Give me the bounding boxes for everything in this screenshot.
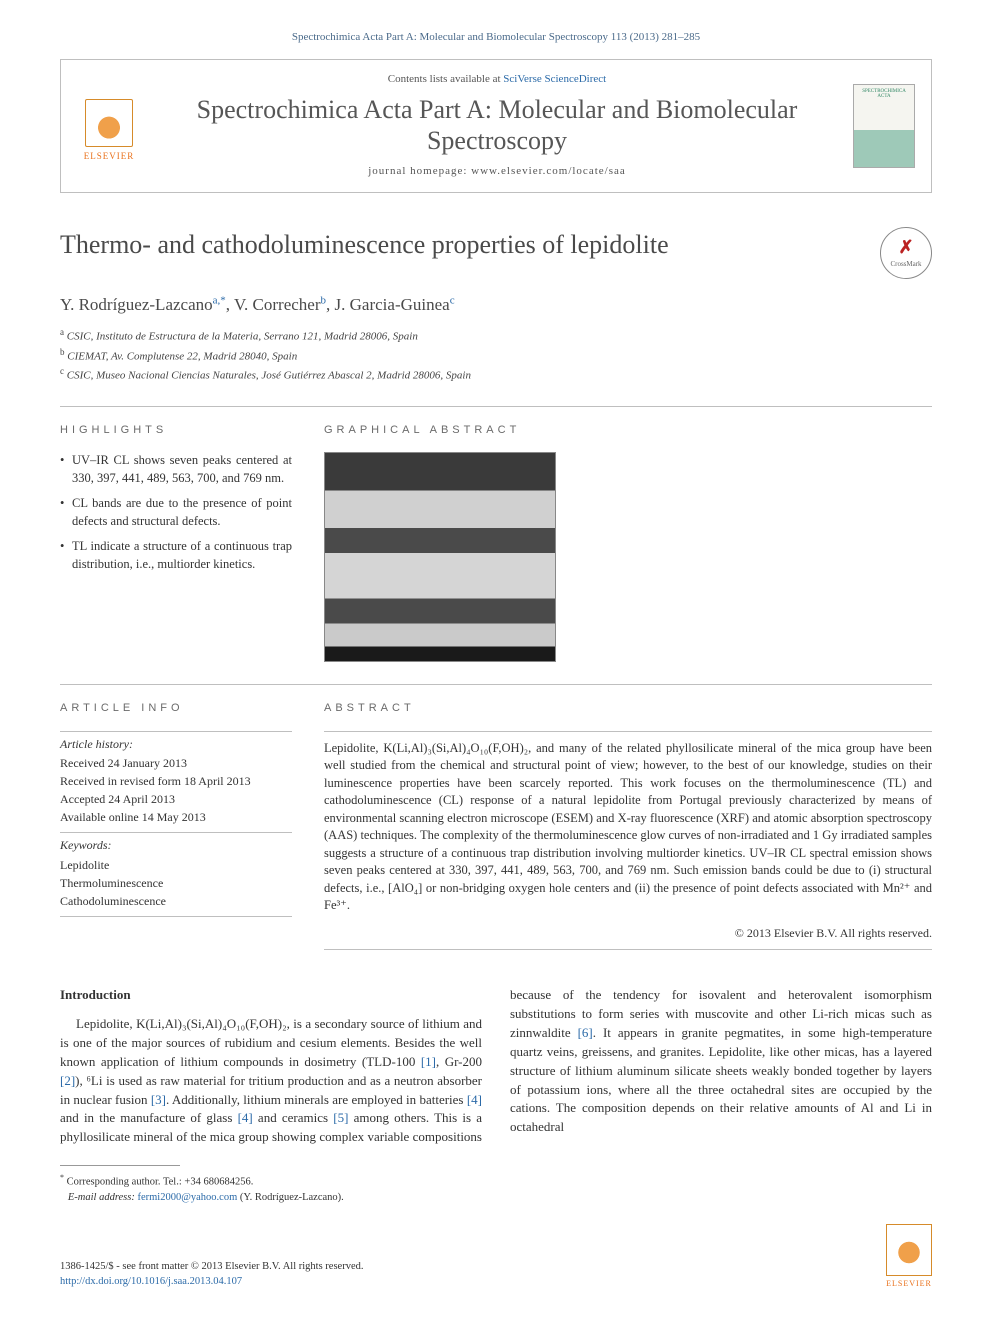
highlights-graphabs-row: HIGHLIGHTS UV–IR CL shows seven peaks ce… [60,423,932,662]
article-title: Thermo- and cathodoluminescence properti… [60,227,669,263]
keywords-list: Lepidolite Thermoluminescence Cathodolum… [60,856,292,910]
abstract-heading: ABSTRACT [324,701,932,716]
contents-prefix: Contents lists available at [388,73,503,85]
keyword: Thermoluminescence [60,874,292,892]
citation-link[interactable]: [1] [421,1054,436,1069]
corresponding-author: * Corresponding author. Tel.: +34 680684… [60,1172,932,1190]
online-date: Available online 14 May 2013 [60,808,292,826]
footer-issn-line: 1386-1425/$ - see front matter © 2013 El… [60,1260,363,1275]
separator-rule [60,406,932,407]
intro-paragraph: Lepidolite, K(Li,Al)₃(Si,Al)₄O₁₀(F,OH)₂,… [60,986,932,1147]
info-abstract-row: ARTICLE INFO Article history: Received 2… [60,701,932,950]
header-citation: Spectrochimica Acta Part A: Molecular an… [60,30,932,45]
journal-name: Spectrochimica Acta Part A: Molecular an… [159,94,835,156]
highlight-item: TL indicate a structure of a continuous … [60,538,292,573]
graphical-abstract-image[interactable] [324,452,556,662]
introduction-heading: Introduction [60,986,482,1005]
homepage-prefix: journal homepage: [368,165,471,177]
citation-link[interactable]: [2] [60,1073,75,1088]
received-date: Received 24 January 2013 [60,754,292,772]
separator-rule [60,684,932,685]
doi-link[interactable]: http://dx.doi.org/10.1016/j.saa.2013.04.… [60,1276,242,1287]
crossmark-label: CrossMark [890,260,921,270]
elsevier-logo[interactable]: ELSEVIER [77,89,141,163]
elsevier-footer-label: ELSEVIER [886,1278,932,1289]
elsevier-tree-icon [85,99,133,147]
article-info-block: ARTICLE INFO Article history: Received 2… [60,701,292,950]
author-2[interactable]: , V. Correcher [226,295,321,314]
graphical-abstract-block: GRAPHICAL ABSTRACT [324,423,932,662]
citation-link[interactable]: [4] [467,1092,482,1107]
elsevier-footer-logo-icon[interactable] [886,1224,932,1276]
affiliation-b: b CIEMAT, Av. Complutense 22, Madrid 280… [60,346,932,365]
highlights-heading: HIGHLIGHTS [60,423,292,438]
author-1-sup: a,* [213,294,226,306]
affiliation-a: a CSIC, Instituto de Estructura de la Ma… [60,326,932,345]
accepted-date: Accepted 24 April 2013 [60,790,292,808]
author-3[interactable]: , J. Garcia-Guinea [326,295,450,314]
footnote-block: * Corresponding author. Tel.: +34 680684… [60,1172,932,1206]
journal-cover-thumbnail[interactable]: SPECTROCHIMICA ACTA [853,84,915,168]
cover-label: SPECTROCHIMICA ACTA [858,89,910,100]
highlight-item: CL bands are due to the presence of poin… [60,495,292,530]
journal-header-box: ELSEVIER Contents lists available at Sci… [60,59,932,192]
email-label: E-mail address: [68,1192,135,1203]
authors-line: Y. Rodríguez-Lazcanoa,*, V. Correcherb, … [60,293,932,317]
author-3-sup: c [450,294,455,306]
abstract-text: Lepidolite, K(Li,Al)₃(Si,Al)₄O₁₀(F,OH)₂,… [324,740,932,915]
author-1[interactable]: Y. Rodríguez-Lazcano [60,295,213,314]
footer-elsevier-block: ELSEVIER [886,1224,932,1289]
page-footer: 1386-1425/$ - see front matter © 2013 El… [60,1224,932,1289]
keyword: Lepidolite [60,856,292,874]
abstract-rule [324,949,932,950]
corresponding-email[interactable]: fermi2000@yahoo.com [137,1192,237,1203]
header-center: Contents lists available at SciVerse Sci… [159,72,835,179]
highlights-block: HIGHLIGHTS UV–IR CL shows seven peaks ce… [60,423,292,662]
homepage-line: journal homepage: www.elsevier.com/locat… [159,164,835,179]
keywords-heading: Keywords: [60,837,292,854]
affiliation-c: c CSIC, Museo Nacional Ciencias Naturale… [60,365,932,384]
citation-link[interactable]: [4] [238,1110,253,1125]
contents-available-line: Contents lists available at SciVerse Sci… [159,72,835,87]
citation-link[interactable]: [6] [578,1025,593,1040]
footnote-separator [60,1165,180,1166]
citation-link[interactable]: [5] [333,1110,348,1125]
highlight-item: UV–IR CL shows seven peaks centered at 3… [60,452,292,487]
citation-link[interactable]: [3] [151,1092,166,1107]
footer-copyright-block: 1386-1425/$ - see front matter © 2013 El… [60,1260,363,1289]
crossmark-icon: ✗ [898,235,913,260]
graphical-abstract-heading: GRAPHICAL ABSTRACT [324,423,932,438]
article-history-heading: Article history: [60,736,292,753]
homepage-url[interactable]: www.elsevier.com/locate/saa [471,165,626,177]
info-rule [60,832,292,833]
email-author: (Y. Rodríguez-Lazcano). [240,1192,344,1203]
abstract-block: ABSTRACT Lepidolite, K(Li,Al)₃(Si,Al)₄O₁… [324,701,932,950]
abstract-rule [324,731,932,732]
sciencedirect-link[interactable]: SciVerse ScienceDirect [503,73,606,85]
article-info-heading: ARTICLE INFO [60,701,292,716]
affiliations: a CSIC, Instituto de Estructura de la Ma… [60,326,932,383]
info-rule [60,916,292,917]
crossmark-badge[interactable]: ✗ CrossMark [880,227,932,279]
highlights-list: UV–IR CL shows seven peaks centered at 3… [60,452,292,573]
copyright-line: © 2013 Elsevier B.V. All rights reserved… [324,925,932,942]
introduction-section: Introduction Lepidolite, K(Li,Al)₃(Si,Al… [60,986,932,1147]
revised-date: Received in revised form 18 April 2013 [60,772,292,790]
keyword: Cathodoluminescence [60,892,292,910]
email-line: E-mail address: fermi2000@yahoo.com (Y. … [60,1190,932,1206]
elsevier-label: ELSEVIER [84,150,135,163]
info-rule [60,731,292,732]
